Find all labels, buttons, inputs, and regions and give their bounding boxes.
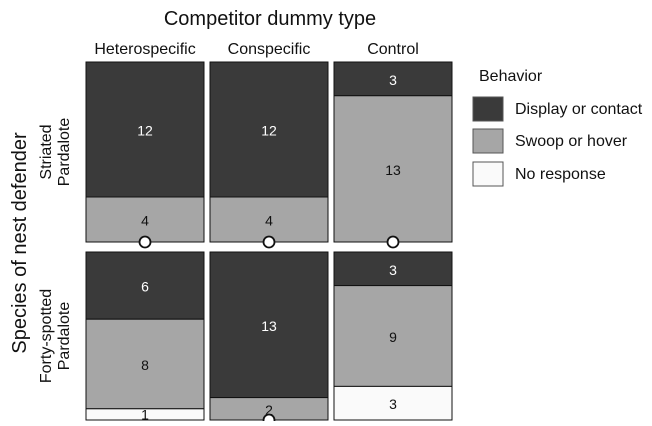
tile-striated-pardalote-conspecific-swoop bbox=[209, 196, 329, 243]
chart-title: Competitor dummy type bbox=[164, 8, 376, 30]
y-axis-label: Species of nest defender bbox=[9, 132, 31, 354]
tile-striated-pardalote-conspecific-swoop-label: 4 bbox=[265, 213, 273, 229]
tile-forty-spotted-pardalote-conspecific-swoop-label: 2 bbox=[265, 402, 273, 418]
tile-striated-pardalote-conspecific-none-zero-marker bbox=[262, 235, 276, 249]
legend-label-no-response: No response bbox=[515, 166, 606, 183]
tile-striated-pardalote-conspecific-display-label: 12 bbox=[261, 123, 277, 139]
tile-striated-pardalote-control-swoop-label: 13 bbox=[385, 162, 401, 178]
tile-striated-pardalote-heterospecific-swoop bbox=[85, 196, 205, 243]
tile-forty-spotted-pardalote-heterospecific-none bbox=[85, 408, 205, 421]
column-label-conspecific: Conspecific bbox=[228, 41, 311, 58]
legend-label-display-or-contact: Display or contact bbox=[515, 101, 643, 118]
tile-forty-spotted-pardalote-control-display-label: 3 bbox=[389, 262, 397, 278]
tile-forty-spotted-pardalote-control-display bbox=[333, 251, 453, 287]
tile-forty-spotted-pardalote-control-none-label: 3 bbox=[389, 396, 397, 412]
legend-label-swoop-or-hover: Swoop or hover bbox=[515, 133, 628, 150]
tile-forty-spotted-pardalote-heterospecific-none-label: 1 bbox=[141, 406, 149, 421]
tile-striated-pardalote-control-display-label: 3 bbox=[389, 72, 397, 88]
column-label-heterospecific: Heterospecific bbox=[94, 41, 195, 58]
tile-striated-pardalote-control-swoop bbox=[333, 95, 453, 243]
tile-forty-spotted-pardalote-conspecific-none-zero-marker bbox=[262, 413, 276, 426]
tile-forty-spotted-pardalote-control-swoop bbox=[333, 285, 453, 387]
legend-swatch-display-or-contact bbox=[472, 96, 504, 122]
legend-swatch-swoop-or-hover bbox=[472, 128, 504, 154]
tile-forty-spotted-pardalote-control-swoop-label: 9 bbox=[389, 329, 397, 345]
tile-striated-pardalote-heterospecific-none-zero-marker bbox=[138, 235, 152, 249]
column-label-control: Control bbox=[367, 41, 419, 58]
legend-title: Behavior bbox=[479, 68, 543, 85]
tile-striated-pardalote-conspecific-display bbox=[209, 61, 329, 198]
tile-forty-spotted-pardalote-heterospecific-swoop bbox=[85, 318, 205, 410]
tile-striated-pardalote-heterospecific-swoop-label: 4 bbox=[141, 213, 149, 229]
row-label-striated-pardalote: StriatedPardalote bbox=[38, 118, 73, 187]
tile-striated-pardalote-control-none-zero-marker bbox=[386, 235, 400, 249]
tile-forty-spotted-pardalote-conspecific-display-label: 13 bbox=[261, 318, 277, 334]
row-label-forty-spotted-pardalote: Forty-spottedPardalote bbox=[38, 289, 73, 383]
tile-forty-spotted-pardalote-control-none bbox=[333, 385, 453, 421]
legend: Behavior Display or contact Swoop or hover… bbox=[472, 68, 643, 187]
tile-striated-pardalote-heterospecific-display bbox=[85, 61, 205, 198]
mosaic-tiles: Heterospecific Conspecific Control Striated… bbox=[38, 41, 453, 426]
tile-forty-spotted-pardalote-heterospecific-display-label: 6 bbox=[141, 279, 149, 295]
tile-striated-pardalote-heterospecific-display-label: 12 bbox=[137, 123, 153, 139]
legend-swatch-no-response bbox=[472, 161, 504, 187]
tile-forty-spotted-pardalote-conspecific-display bbox=[209, 251, 329, 399]
tile-forty-spotted-pardalote-heterospecific-swoop-label: 8 bbox=[141, 357, 149, 373]
